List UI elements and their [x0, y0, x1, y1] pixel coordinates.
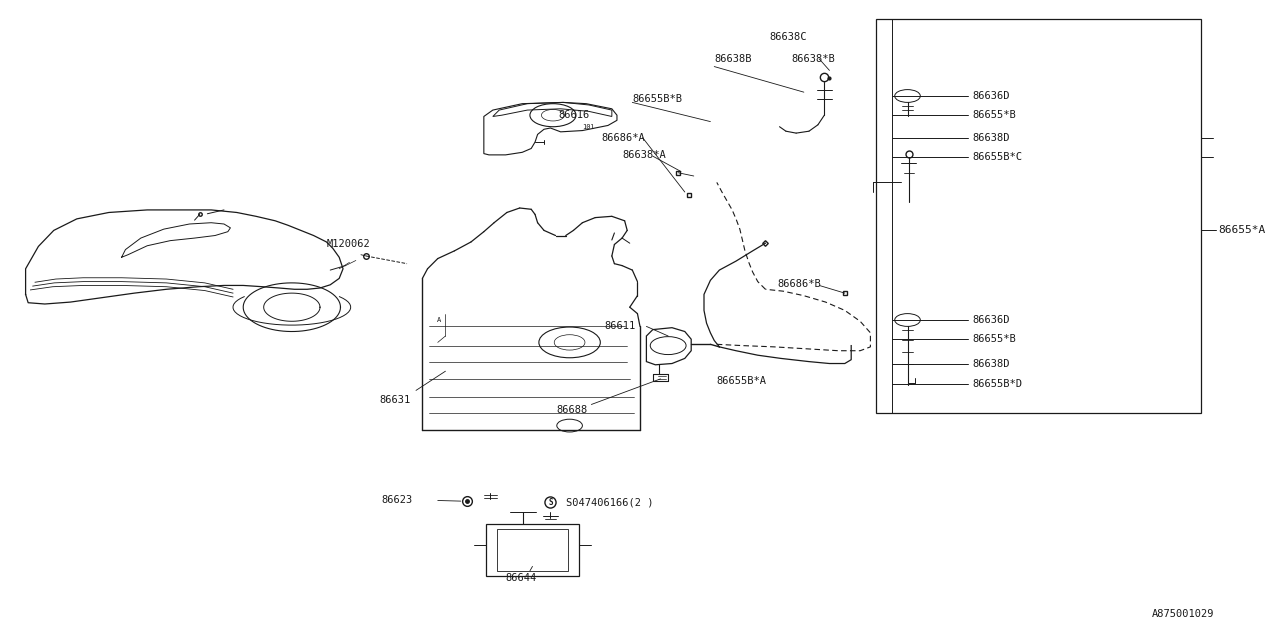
Text: M120062: M120062 — [326, 239, 370, 250]
Bar — [497, 529, 568, 571]
Text: 86638D: 86638D — [973, 358, 1010, 369]
Text: A: A — [436, 317, 442, 323]
Text: 86638B: 86638B — [714, 54, 751, 64]
Text: 86644: 86644 — [506, 573, 536, 583]
Text: 86611: 86611 — [604, 321, 635, 332]
Text: 86655B*C: 86655B*C — [973, 152, 1023, 162]
Text: 86638D: 86638D — [973, 132, 1010, 143]
Bar — [876, 19, 1201, 413]
Text: 86655*B: 86655*B — [973, 110, 1016, 120]
Text: 10l: 10l — [582, 124, 595, 130]
Text: 86686*B: 86686*B — [777, 279, 820, 289]
Text: 86638*B: 86638*B — [791, 54, 835, 64]
Text: 86655*A: 86655*A — [1219, 225, 1266, 236]
Text: 86638C: 86638C — [769, 32, 806, 42]
Text: 86655B*B: 86655B*B — [632, 94, 682, 104]
Text: 86636D: 86636D — [973, 91, 1010, 101]
Text: 86688: 86688 — [557, 404, 588, 415]
Text: 86655B*D: 86655B*D — [973, 379, 1023, 389]
Text: 86623: 86623 — [381, 495, 412, 506]
Text: 86638*A: 86638*A — [622, 150, 666, 160]
Text: A875001029: A875001029 — [1152, 609, 1215, 620]
Text: 86686*A: 86686*A — [602, 132, 645, 143]
Text: S: S — [548, 498, 553, 507]
Text: 86655*B: 86655*B — [973, 334, 1016, 344]
Text: S047406166(2 ): S047406166(2 ) — [566, 497, 653, 508]
Bar — [486, 524, 579, 576]
Text: 86655B*A: 86655B*A — [717, 376, 767, 386]
Text: 86636D: 86636D — [973, 315, 1010, 325]
Text: 86631: 86631 — [379, 395, 410, 405]
Text: 86616: 86616 — [558, 110, 589, 120]
